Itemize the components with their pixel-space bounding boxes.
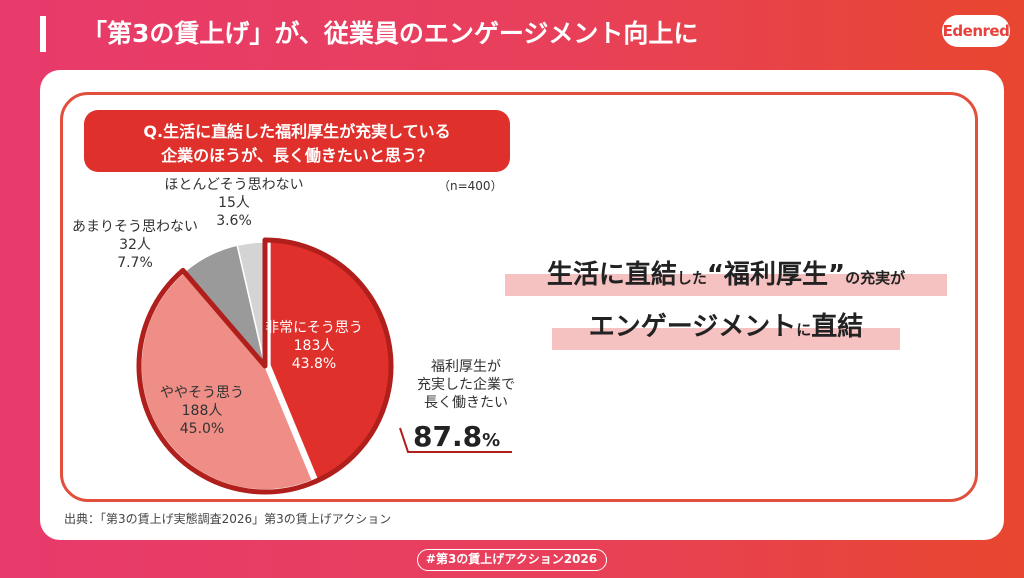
question-line-2: 企業のほうが、長く働きたいと思う？	[161, 146, 433, 165]
msg-seikatsu: 生活に直結	[546, 260, 677, 290]
slice-label-very-agree-name: 非常にそう思う	[265, 320, 363, 336]
slice-label-hardly-name: ほとんどそう思わない	[164, 177, 304, 193]
slice-label-hardly-percent: 3.6%	[216, 213, 252, 229]
emphasis-connector-line	[399, 427, 512, 453]
question-line-1: Q.生活に直結した福利厚生が充実している	[143, 122, 451, 141]
question-box: Q.生活に直結した福利厚生が充実している 企業のほうが、長く働きたいと思う？	[84, 110, 510, 172]
slice-label-not-really-count: 32人	[119, 237, 151, 253]
msg-ga: が	[890, 269, 906, 287]
slice-label-hardly: ほとんどそう思わない 15人 3.6%	[148, 176, 320, 230]
msg-chokketsu: 直結	[811, 312, 864, 342]
slice-label-hardly-count: 15人	[218, 195, 250, 211]
hashtag-badge: #第3の賃上げアクション2026	[417, 549, 607, 571]
slice-label-not-really-percent: 7.7%	[117, 255, 153, 271]
slice-label-not-really: あまりそう思わない 32人 7.7%	[62, 218, 208, 272]
pie-slices	[136, 237, 395, 495]
source-note: 出典：「第3の賃上げ実態調査2026」第3の賃上げアクション	[64, 512, 392, 526]
slice-label-not-really-name: あまりそう思わない	[72, 219, 198, 235]
message-highlight-1	[505, 274, 947, 296]
emphasis-value-number: 87.8	[413, 420, 483, 453]
edenred-logo: Edenred	[942, 15, 1010, 47]
emphasis-value-unit: %	[482, 430, 501, 451]
logo-text: Edenred	[942, 22, 1010, 40]
hashtag-text: #第3の賃上げアクション2026	[425, 552, 598, 566]
msg-shita: した	[676, 269, 707, 287]
msg-engagement: エンゲージメント	[588, 312, 797, 342]
emphasis-value: 87.8%	[413, 420, 500, 453]
message-highlight-2	[552, 328, 900, 350]
msg-juujitsu: の充実	[845, 269, 891, 287]
key-message-line-2: エンゲージメントに直結	[552, 306, 900, 343]
slice-label-very-agree-count: 183人	[293, 338, 335, 354]
page-title: 「第3の賃上げ」が、従業員のエンゲージメント向上に	[82, 19, 699, 48]
msg-ni: に	[796, 321, 812, 339]
slice-label-very-agree: 非常にそう思う 183人 43.8%	[262, 319, 366, 373]
slice-label-very-agree-percent: 43.8%	[291, 356, 337, 372]
slice-label-somewhat-agree-name: ややそう思う	[160, 385, 244, 401]
slice-label-somewhat-agree: ややそう思う 188人 45.0%	[150, 384, 254, 438]
emphasis-line-3: 長く働きたい	[424, 395, 508, 411]
agree-outline	[136, 237, 394, 495]
key-message-line-1: 生活に直結した“福利厚生”の充実が	[505, 254, 947, 291]
emphasis-line-1: 福利厚生が	[431, 359, 501, 375]
slice-label-somewhat-agree-count: 188人	[181, 403, 223, 419]
msg-fukuri: “福利厚生”	[706, 260, 846, 290]
emphasis-line-2: 充実した企業で	[417, 377, 515, 393]
inner-frame	[60, 92, 978, 502]
sample-size-label: （n=400）	[438, 179, 503, 193]
emphasis-callout: 福利厚生が 充実した企業で 長く働きたい	[406, 358, 526, 412]
title-accent-bar	[40, 16, 46, 52]
slice-label-somewhat-agree-percent: 45.0%	[179, 421, 225, 437]
